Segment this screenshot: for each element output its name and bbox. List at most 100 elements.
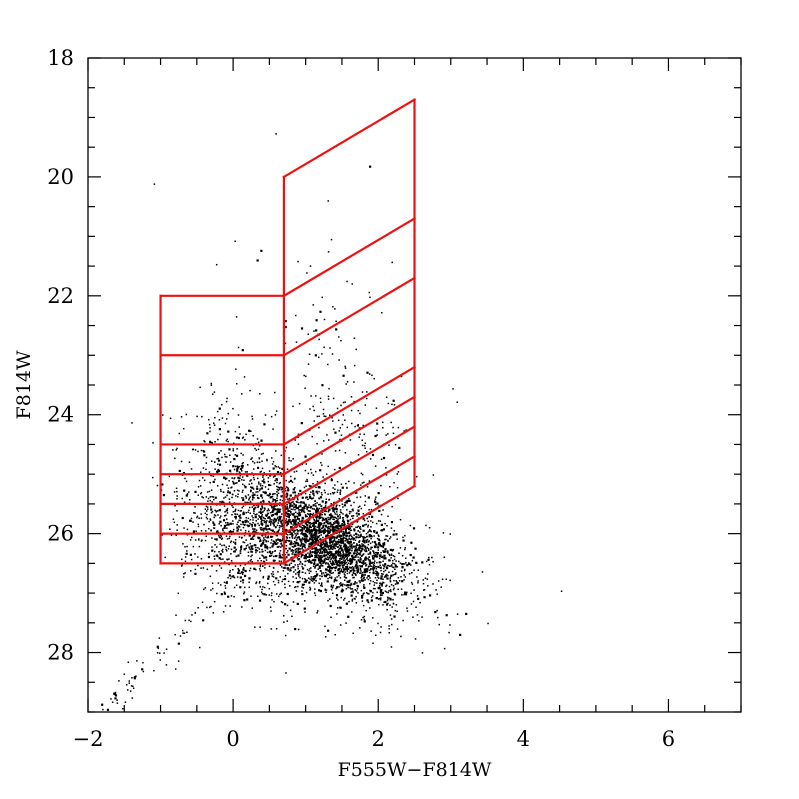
star-point bbox=[354, 492, 357, 494]
star-point bbox=[310, 485, 312, 487]
star-point bbox=[259, 485, 262, 487]
star-point bbox=[389, 597, 392, 600]
right-box-slanted-divider bbox=[282, 98, 417, 179]
star-point bbox=[359, 556, 362, 559]
star-point bbox=[206, 513, 208, 516]
star-point bbox=[379, 564, 381, 566]
star-point bbox=[204, 539, 207, 542]
star-point bbox=[305, 480, 307, 483]
star-point bbox=[385, 585, 387, 588]
star-point bbox=[271, 552, 273, 555]
star-point bbox=[318, 532, 320, 534]
star-point bbox=[253, 528, 256, 531]
star-point bbox=[285, 511, 288, 513]
star-point bbox=[353, 400, 355, 403]
star-point bbox=[264, 549, 267, 552]
star-point bbox=[372, 580, 374, 583]
star-point bbox=[274, 493, 276, 495]
star-point bbox=[273, 475, 276, 477]
star-point bbox=[288, 515, 291, 517]
star-point bbox=[351, 588, 354, 590]
star-point bbox=[337, 560, 340, 563]
star-point bbox=[362, 563, 365, 565]
star-point bbox=[248, 506, 251, 509]
star-point bbox=[236, 489, 239, 492]
star-point bbox=[334, 558, 337, 561]
star-point bbox=[176, 529, 178, 531]
star-point bbox=[317, 508, 320, 511]
star-point bbox=[284, 553, 287, 556]
star-point bbox=[206, 432, 209, 435]
star-point bbox=[346, 569, 348, 571]
star-point bbox=[297, 552, 299, 555]
star-point bbox=[214, 496, 217, 499]
star-point bbox=[294, 520, 296, 522]
star-point bbox=[412, 616, 414, 618]
star-point bbox=[197, 564, 199, 567]
star-point bbox=[270, 554, 273, 557]
star-point bbox=[332, 518, 334, 520]
star-point bbox=[233, 458, 236, 461]
star-point bbox=[305, 485, 307, 487]
star-point bbox=[352, 572, 355, 575]
star-point bbox=[178, 469, 181, 473]
star-point bbox=[336, 563, 338, 566]
star-point bbox=[302, 583, 305, 586]
star-point bbox=[348, 538, 350, 540]
star-point bbox=[323, 559, 326, 562]
star-point bbox=[387, 433, 389, 435]
star-point bbox=[299, 561, 302, 563]
star-point bbox=[294, 529, 297, 532]
star-point bbox=[363, 549, 366, 551]
star-point bbox=[323, 549, 326, 552]
star-point bbox=[273, 483, 275, 485]
star-point bbox=[391, 550, 394, 552]
star-point bbox=[363, 577, 365, 579]
star-point bbox=[285, 672, 287, 674]
star-point bbox=[301, 553, 304, 557]
star-point bbox=[274, 559, 276, 562]
star-point bbox=[237, 554, 240, 557]
star-point bbox=[370, 520, 372, 522]
star-point bbox=[355, 549, 358, 552]
star-point bbox=[330, 479, 333, 482]
star-point bbox=[230, 487, 232, 489]
star-point bbox=[235, 495, 237, 497]
star-point bbox=[323, 346, 325, 349]
star-point bbox=[264, 508, 266, 510]
star-point bbox=[291, 529, 294, 532]
star-point bbox=[380, 545, 383, 548]
star-point bbox=[227, 491, 229, 494]
star-point bbox=[319, 528, 322, 531]
star-point bbox=[263, 521, 266, 524]
star-point bbox=[337, 555, 340, 557]
star-point bbox=[251, 554, 253, 556]
star-point bbox=[315, 505, 317, 507]
star-point bbox=[392, 399, 395, 402]
star-point bbox=[326, 552, 329, 555]
star-point bbox=[308, 533, 311, 535]
star-point bbox=[348, 510, 351, 513]
star-point bbox=[248, 499, 250, 501]
star-point bbox=[305, 528, 308, 530]
star-point bbox=[213, 424, 216, 426]
star-point bbox=[374, 566, 377, 568]
star-point bbox=[383, 541, 386, 544]
star-point bbox=[252, 468, 255, 470]
star-point bbox=[346, 509, 348, 511]
star-point bbox=[281, 488, 284, 490]
star-point bbox=[347, 539, 349, 541]
star-point bbox=[263, 517, 265, 519]
star-point bbox=[389, 604, 391, 606]
star-point bbox=[186, 528, 189, 531]
star-point bbox=[392, 599, 394, 601]
star-point bbox=[338, 536, 341, 538]
star-point bbox=[306, 480, 309, 482]
star-point bbox=[410, 603, 413, 605]
star-point bbox=[270, 496, 273, 499]
star-point bbox=[218, 428, 221, 431]
star-point bbox=[387, 602, 389, 605]
star-point bbox=[270, 415, 273, 418]
star-point bbox=[182, 543, 184, 545]
star-point bbox=[391, 559, 394, 562]
